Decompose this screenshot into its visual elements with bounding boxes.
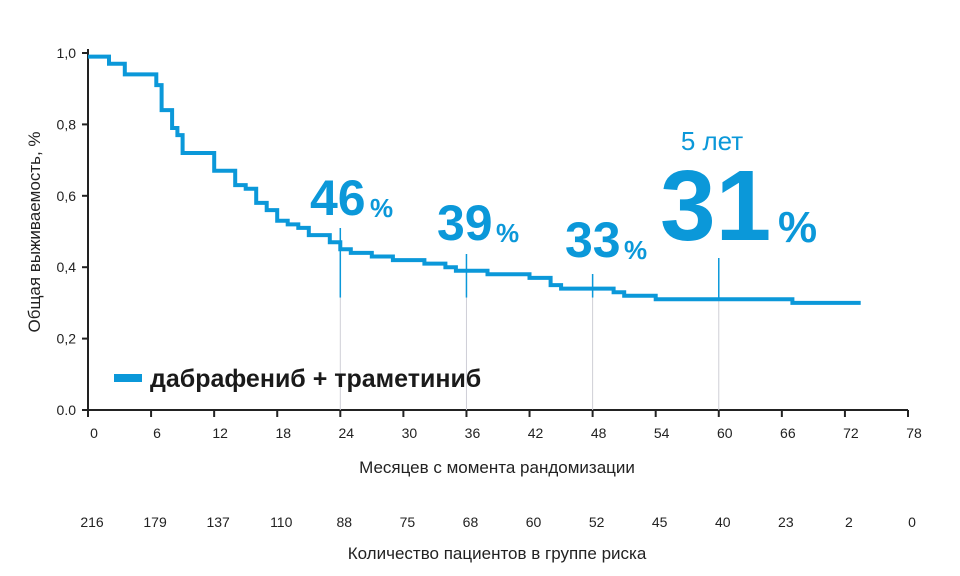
risk-count: 60 — [526, 514, 542, 530]
y-tick-label: 0,8 — [57, 116, 77, 132]
annotation-value: 39 — [437, 195, 493, 251]
x-axis-title: Месяцев с момента рандомизации — [359, 458, 635, 477]
y-tick-label: 0.0 — [57, 402, 77, 418]
risk-count: 45 — [652, 514, 668, 530]
x-tick-label: 18 — [275, 425, 291, 441]
x-tick-label: 0 — [90, 425, 98, 441]
x-tick-label: 42 — [528, 425, 544, 441]
risk-count: 40 — [715, 514, 731, 530]
x-tick-label: 72 — [843, 425, 859, 441]
annotations: 46% 39% 33% 31 %5 лет — [310, 126, 817, 268]
risk-count: 88 — [337, 514, 353, 530]
y-tick-label: 1,0 — [57, 45, 77, 61]
y-tick-label: 0,2 — [57, 331, 77, 347]
annotation-unit: % — [370, 193, 393, 223]
annotation-unit: % — [778, 203, 817, 252]
annotation-value: 31 — [660, 150, 771, 262]
y-tick-label: 0,6 — [57, 188, 77, 204]
legend-swatch — [114, 374, 142, 382]
annotation-value: 46 — [310, 170, 366, 226]
x-tick-label: 36 — [465, 425, 481, 441]
risk-count: 75 — [400, 514, 416, 530]
x-tick-label: 6 — [153, 425, 161, 441]
risk-count: 68 — [463, 514, 479, 530]
risk-count: 179 — [143, 514, 167, 530]
x-tick-label: 78 — [906, 425, 922, 441]
legend: дабрафениб + траметиниб — [114, 365, 481, 393]
y-axis-title: Общая выживаемость, % — [25, 131, 44, 332]
risk-count: 52 — [589, 514, 605, 530]
x-tick-label: 30 — [402, 425, 418, 441]
risk-count: 0 — [908, 514, 916, 530]
x-tick-label: 12 — [212, 425, 228, 441]
risk-table-row: 216 179 137 110 88 75 68 60 52 45 40 23 2 0 — [80, 514, 916, 530]
x-tick-label: 66 — [780, 425, 796, 441]
risk-count: 137 — [206, 514, 230, 530]
annotation-unit: % — [624, 235, 647, 265]
y-axis: 0.0 0,2 0,4 0,6 0,8 1,0 — [57, 45, 89, 418]
risk-table-title: Количество пациентов в группе риска — [348, 544, 647, 563]
annotation-value: 33 — [565, 212, 621, 268]
risk-count: 2 — [845, 514, 853, 530]
x-tick-label: 54 — [654, 425, 670, 441]
annotation-unit: % — [496, 218, 519, 248]
risk-count: 216 — [80, 514, 104, 530]
x-tick-label: 24 — [339, 425, 355, 441]
annotation-label: 5 лет — [681, 126, 743, 156]
legend-label: дабрафениб + траметиниб — [150, 365, 481, 393]
x-tick-label: 48 — [591, 425, 607, 441]
x-axis: 0 6 12 18 24 30 36 42 48 54 60 66 72 78 — [87, 409, 922, 441]
annotation-guide-lines — [339, 228, 720, 410]
y-tick-label: 0,4 — [57, 259, 77, 275]
x-tick-label: 60 — [717, 425, 733, 441]
risk-count: 110 — [270, 514, 293, 530]
risk-count: 23 — [778, 514, 794, 530]
survival-curve — [88, 54, 861, 305]
